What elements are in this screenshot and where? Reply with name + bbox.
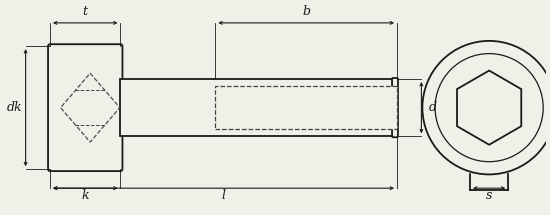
Circle shape (435, 54, 543, 162)
Circle shape (422, 41, 550, 174)
FancyBboxPatch shape (48, 44, 123, 171)
FancyBboxPatch shape (216, 86, 397, 129)
Text: k: k (81, 189, 89, 202)
Polygon shape (457, 71, 521, 145)
Text: l: l (222, 189, 225, 202)
Text: dk: dk (7, 101, 23, 114)
Text: s: s (486, 189, 492, 202)
Text: b: b (302, 5, 310, 18)
Text: t: t (82, 5, 88, 18)
FancyBboxPatch shape (120, 79, 397, 136)
FancyBboxPatch shape (392, 78, 398, 137)
Text: d: d (429, 101, 437, 114)
